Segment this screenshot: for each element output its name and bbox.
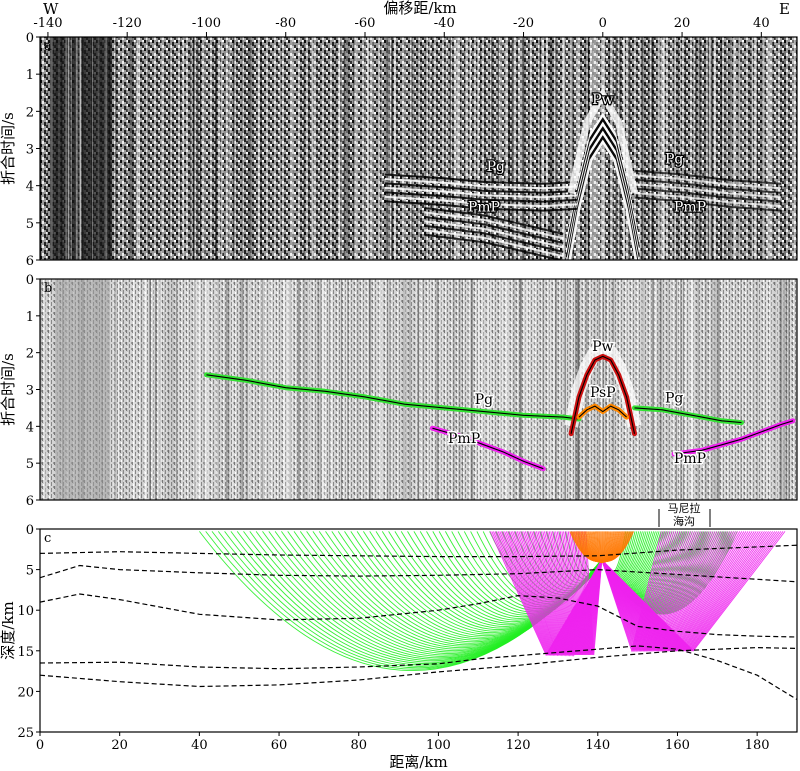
interface-0 bbox=[40, 544, 797, 558]
phase-label-b-4: Pg bbox=[665, 390, 683, 406]
time-tick-b-6: 6 bbox=[26, 494, 34, 509]
depth-tick-0: 0 bbox=[26, 523, 34, 538]
panel-a bbox=[39, 36, 798, 261]
time-tick-b-2: 2 bbox=[26, 347, 34, 362]
panel-b-section bbox=[40, 279, 797, 500]
distance-tick-1: 20 bbox=[111, 738, 128, 753]
phase-label-b-0: Pw bbox=[592, 339, 613, 355]
distance-tick-4: 80 bbox=[350, 738, 367, 753]
panel-tag-a: a bbox=[44, 39, 52, 54]
xlabel-c: 距离/km bbox=[389, 753, 447, 771]
offset-tick-8: 20 bbox=[674, 16, 691, 31]
distance-tick-3: 60 bbox=[271, 738, 288, 753]
phase-label-b-5: PmP bbox=[674, 451, 706, 467]
model-pmp-3 bbox=[674, 420, 794, 455]
top-axis-title: 偏移距/km bbox=[383, 0, 456, 17]
offset-tick-6: -20 bbox=[513, 16, 534, 31]
panel-c-frame bbox=[39, 528, 798, 733]
east-label: E bbox=[779, 0, 790, 18]
ylabel-b: 折合时间/s bbox=[0, 353, 17, 426]
depth-tick-4: 20 bbox=[17, 685, 34, 700]
phase-label-a-4: PmP bbox=[674, 200, 706, 216]
region-label-line1: 马尼拉 bbox=[668, 501, 701, 515]
distance-tick-5: 100 bbox=[426, 738, 451, 753]
model-pw-4 bbox=[570, 355, 636, 434]
interface-3 bbox=[40, 645, 797, 701]
depth-tick-5: 25 bbox=[17, 726, 34, 741]
time-tick-b-1: 1 bbox=[26, 310, 34, 325]
time-tick-a-4: 4 bbox=[26, 180, 34, 195]
offset-tick-1: -120 bbox=[113, 16, 142, 31]
time-tick-a-2: 2 bbox=[26, 105, 34, 120]
phase-label-b-1: PsP bbox=[590, 385, 616, 401]
time-tick-a-3: 3 bbox=[26, 143, 34, 158]
interface-4 bbox=[40, 646, 797, 688]
time-tick-b-4: 4 bbox=[26, 420, 34, 435]
model-pg-1 bbox=[634, 407, 742, 424]
model-pmp-2 bbox=[432, 427, 544, 470]
interface-2 bbox=[40, 593, 797, 638]
phase-label-b-2: Pg bbox=[475, 392, 493, 408]
model-psp-5 bbox=[578, 405, 627, 418]
offset-tick-2: -100 bbox=[192, 16, 221, 31]
ylabel-a: 折合时间/s bbox=[0, 112, 17, 185]
region-marker: 马尼拉 海沟 bbox=[658, 501, 711, 528]
time-tick-b-0: 0 bbox=[26, 273, 34, 288]
distance-tick-6: 120 bbox=[506, 738, 531, 753]
distance-tick-2: 40 bbox=[191, 738, 208, 753]
west-label: W bbox=[43, 0, 59, 18]
region-label-line2: 海沟 bbox=[673, 514, 695, 528]
time-tick-b-5: 5 bbox=[26, 457, 34, 472]
phase-label-a-3: Pg bbox=[665, 151, 683, 167]
time-tick-a-5: 5 bbox=[26, 217, 34, 232]
time-tick-a-6: 6 bbox=[26, 254, 34, 269]
phase-label-a-1: Pg bbox=[487, 159, 505, 175]
depth-tick-3: 15 bbox=[17, 645, 34, 660]
offset-tick-9: 40 bbox=[753, 16, 770, 31]
model-pg-0 bbox=[206, 374, 580, 420]
offset-tick-0: -140 bbox=[33, 16, 62, 31]
offset-tick-7: 0 bbox=[599, 16, 607, 31]
offset-tick-4: -60 bbox=[355, 16, 376, 31]
interface-1 bbox=[40, 564, 797, 583]
panel-c bbox=[39, 528, 798, 733]
panel-tag-b: b bbox=[44, 281, 52, 296]
offset-tick-5: -40 bbox=[434, 16, 455, 31]
distance-tick-7: 140 bbox=[585, 738, 610, 753]
panel-a-section bbox=[40, 37, 797, 260]
time-tick-a-1: 1 bbox=[26, 68, 34, 83]
offset-tick-3: -80 bbox=[275, 16, 296, 31]
time-tick-a-0: 0 bbox=[26, 31, 34, 46]
depth-tick-2: 10 bbox=[17, 604, 34, 619]
ylabel-c: 深度/km bbox=[0, 601, 17, 659]
distance-tick-0: 0 bbox=[36, 738, 44, 753]
distance-tick-8: 160 bbox=[665, 738, 690, 753]
phase-label-a-0: Pw bbox=[592, 92, 613, 108]
phase-label-b-3: PmP bbox=[448, 431, 480, 447]
ray-family-psp-4 bbox=[569, 531, 635, 564]
distance-tick-9: 180 bbox=[745, 738, 770, 753]
depth-tick-1: 5 bbox=[26, 564, 34, 579]
time-tick-b-3: 3 bbox=[26, 384, 34, 399]
panel-tag-c: c bbox=[44, 531, 51, 546]
phase-label-a-2: PmP bbox=[468, 200, 500, 216]
ray-family-pmp-2 bbox=[489, 531, 603, 657]
panel-b bbox=[39, 278, 798, 501]
